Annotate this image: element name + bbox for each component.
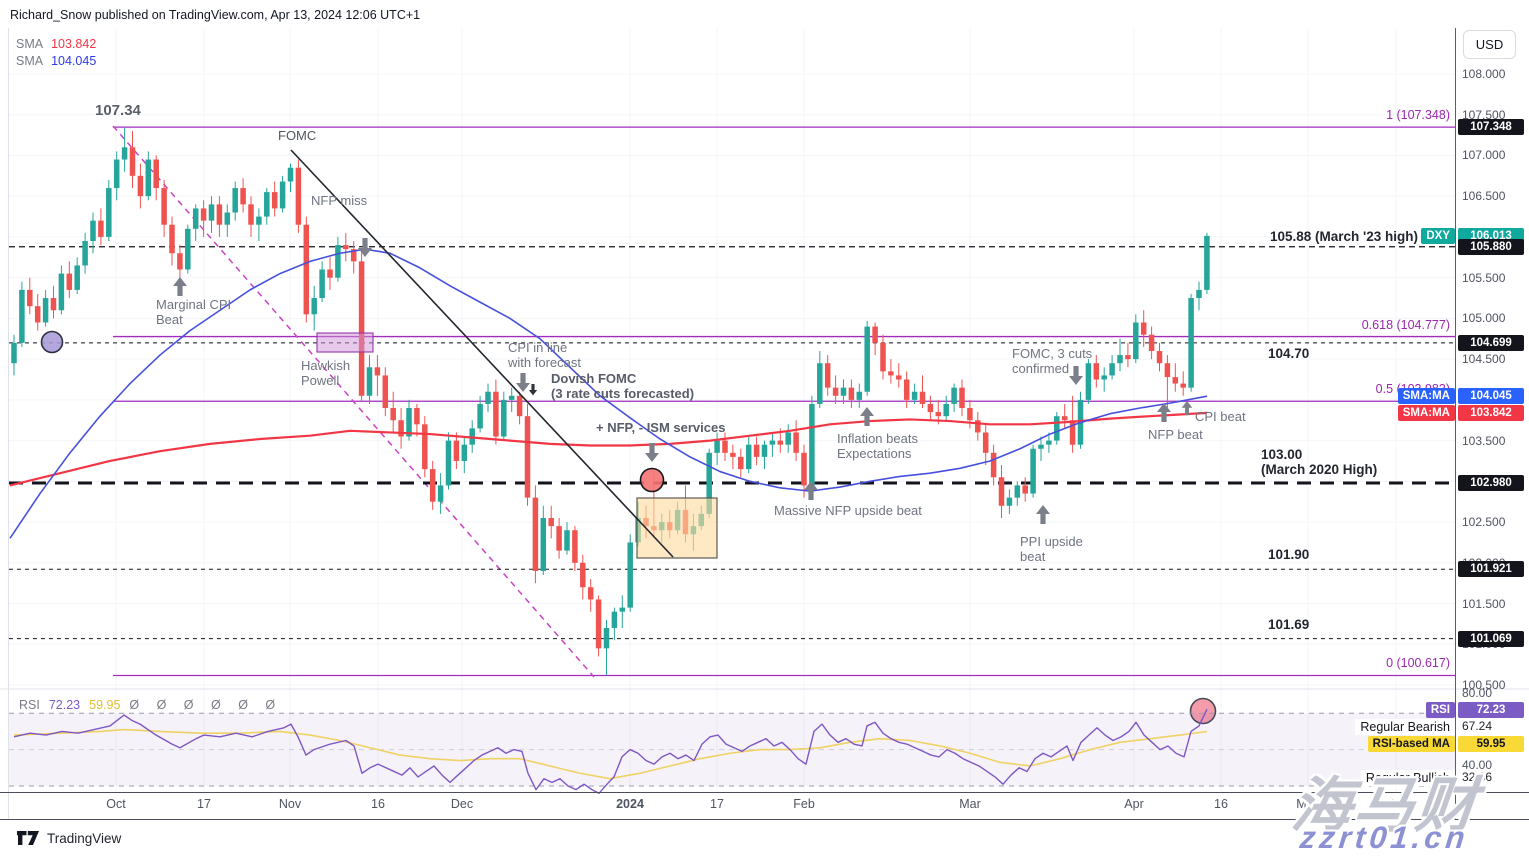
sma-legend-value: 104.045 (51, 53, 97, 68)
tradingview-logo-icon (17, 831, 40, 846)
indicator-legend[interactable]: SMA 103.842 SMA 104.045 (16, 35, 96, 69)
footer-brand[interactable]: TradingView (17, 831, 121, 846)
rsi-label: RSI (19, 698, 40, 712)
rsi-ma-value: 59.95 (89, 698, 121, 712)
sma-legend-label: SMA (16, 36, 44, 51)
sma-legend-row[interactable]: SMA 103.842 (16, 35, 96, 52)
sma-legend-row[interactable]: SMA 104.045 (16, 52, 96, 69)
sma-legend-label: SMA (16, 53, 44, 68)
rsi-value: 72.23 (48, 698, 81, 712)
sma-legend-value: 103.842 (51, 36, 97, 51)
rsi-legend[interactable]: RSI 72.23 59.95 Ø Ø Ø Ø Ø Ø (19, 698, 282, 712)
currency-button[interactable]: USD (1463, 30, 1516, 59)
watermark-url: zzrt01.cn (1298, 820, 1471, 855)
footer-brand-text: TradingView (47, 831, 122, 846)
publish-info: Richard_Snow published on TradingView.co… (10, 8, 421, 22)
hidden-values-icons: Ø Ø Ø Ø Ø Ø (129, 698, 283, 712)
